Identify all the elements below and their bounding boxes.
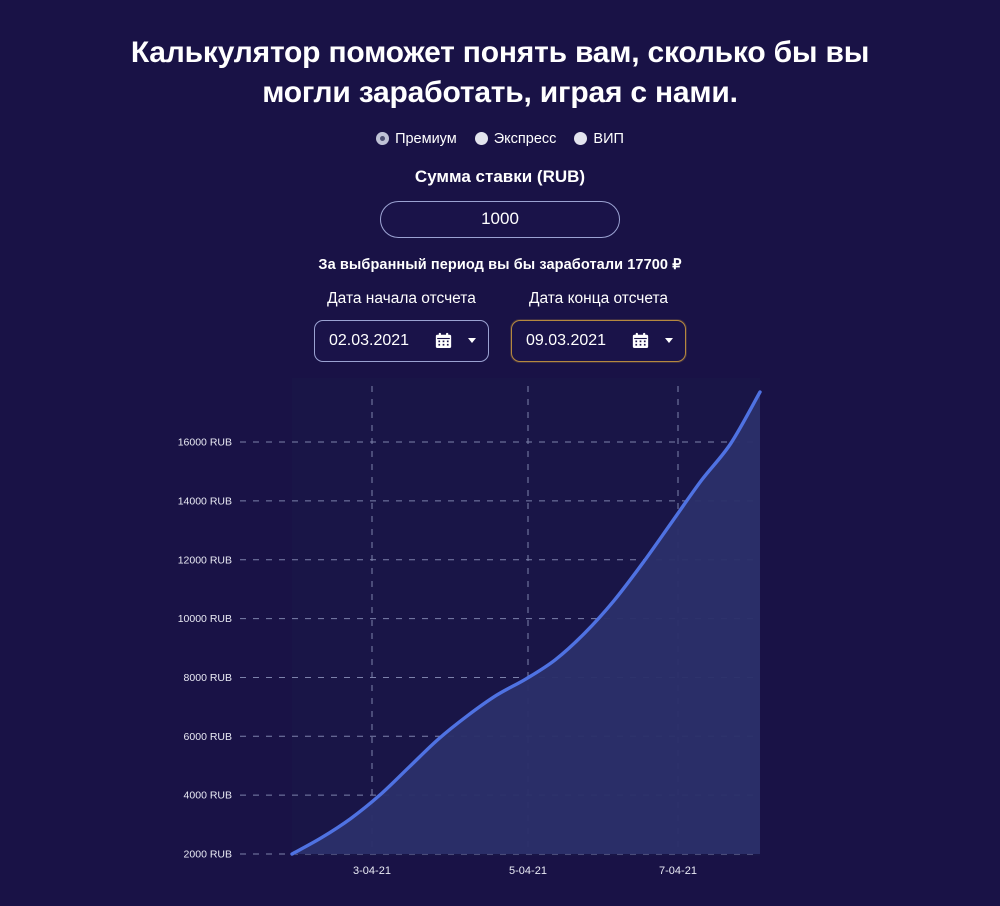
radio-label-vip: ВИП [593,130,624,147]
page-title: Калькулятор поможет понять вам, сколько … [130,36,870,109]
y-axis-tick-label: 4000 RUB [184,790,232,802]
radio-dot-icon [474,132,488,146]
end-date-group: Дата конца отсчета 09.03.2021 [511,290,686,362]
radio-dot-icon [574,132,588,146]
end-date-field[interactable]: 09.03.2021 [511,319,686,362]
date-range-row: Дата начала отсчета 02.03.2021 [314,290,686,362]
chart-y-axis-labels: 2000 RUB 4000 RUB 6000 RUB 8000 RUB 10000 RU… [178,437,232,861]
y-axis-tick-label: 12000 RUB [178,554,232,566]
x-axis-tick-label: 3-04-21 [353,865,391,877]
chevron-down-icon[interactable] [665,338,673,344]
radio-dot-icon [376,132,390,146]
radio-label-premium: Премиум [395,130,457,147]
chevron-down-icon[interactable] [468,338,476,344]
y-axis-tick-label: 8000 RUB [184,672,232,684]
chart-x-axis-labels: 3-04-21 5-04-21 7-04-21 [353,865,697,877]
y-axis-tick-label: 16000 RUB [178,437,232,449]
start-date-group: Дата начала отсчета 02.03.2021 [314,290,489,362]
chart-area-fill [292,392,760,854]
earnings-chart: 2000 RUB 4000 RUB 6000 RUB 8000 RUB 10000 RU… [0,378,1000,878]
earnings-result-text: За выбранный период вы бы заработали 177… [318,256,682,273]
radio-option-vip[interactable]: ВИП [574,131,624,147]
calendar-icon [632,333,649,349]
stake-amount-input[interactable] [380,200,620,238]
end-date-label: Дата конца отсчета [528,289,669,307]
calendar-icon [435,333,452,349]
plan-selector: Премиум Экспресс ВИП [376,131,624,147]
y-axis-tick-label: 10000 RUB [178,613,232,625]
radio-option-express[interactable]: Экспресс [474,130,557,147]
y-axis-tick-label: 6000 RUB [184,731,232,743]
radio-option-premium[interactable]: Премиум [376,131,457,147]
y-axis-tick-label: 2000 RUB [184,849,232,861]
radio-label-express: Экспресс [493,130,557,147]
y-axis-tick-label: 14000 RUB [178,495,232,507]
x-axis-tick-label: 7-04-21 [659,865,697,877]
x-axis-tick-label: 5-04-21 [509,865,547,877]
stake-amount-label: Сумма ставки (RUB) [414,166,586,186]
start-date-label: Дата начала отсчета [327,289,476,307]
earnings-chart-svg: 2000 RUB 4000 RUB 6000 RUB 8000 RUB 10000 RU… [0,378,1000,878]
chart-line [290,390,762,856]
end-date-value: 09.03.2021 [526,331,607,349]
start-date-value: 02.03.2021 [329,331,410,349]
start-date-field[interactable]: 02.03.2021 [314,319,489,362]
